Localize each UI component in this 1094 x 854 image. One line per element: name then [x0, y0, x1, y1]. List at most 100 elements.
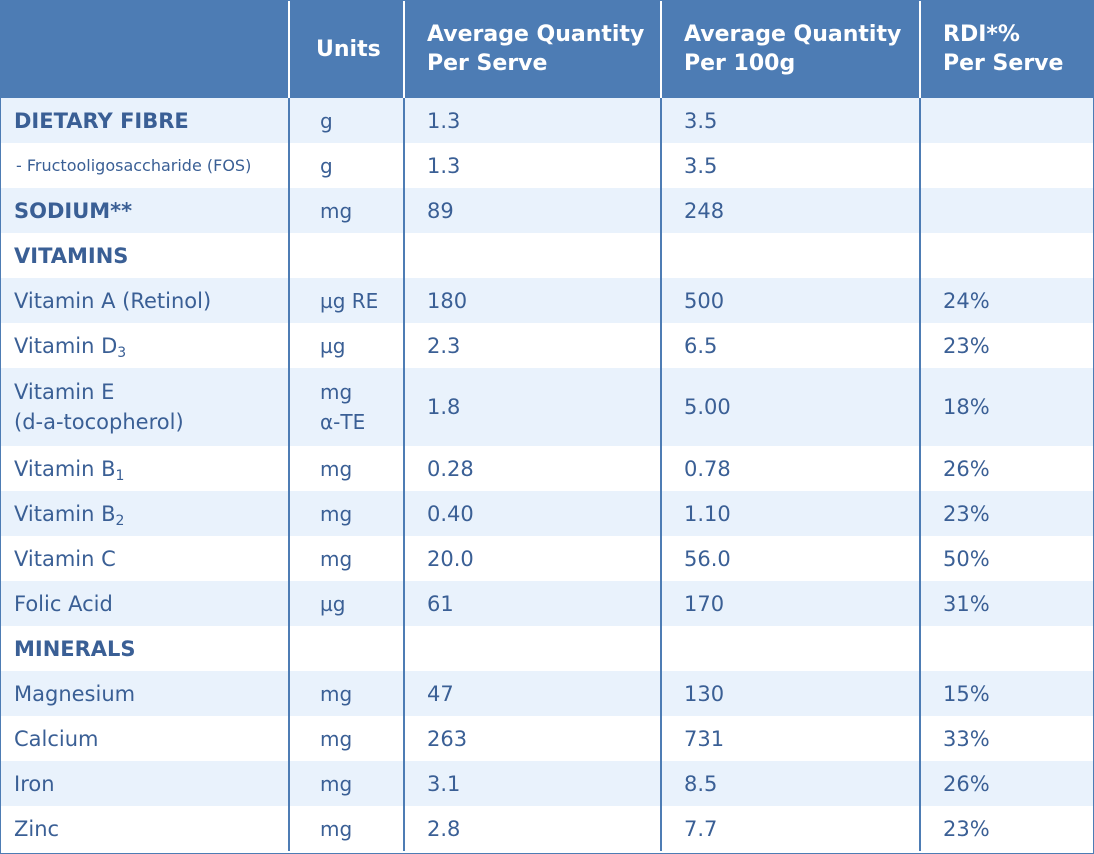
table-row: DIETARY FIBRE g 1.3 3.5	[0, 98, 1094, 143]
row-per-100g: 7.7	[660, 806, 920, 851]
row-per-100g: 8.5	[660, 761, 920, 806]
row-per-serve	[403, 626, 661, 671]
row-per-100g: 5.00	[660, 368, 920, 446]
row-label-text: Vitamin D	[14, 333, 118, 358]
row-per-100g: 3.5	[660, 98, 920, 143]
row-rdi: 50%	[919, 536, 1094, 581]
row-label-subscript: 2	[115, 512, 125, 529]
row-label-text: Vitamin B	[14, 501, 116, 526]
row-label: Iron	[0, 761, 289, 806]
row-per-100g: 170	[660, 581, 920, 626]
row-per-serve: 61	[403, 581, 661, 626]
row-rdi	[919, 143, 1094, 188]
row-per-serve: 1.3	[403, 98, 661, 143]
row-per-100g: 130	[660, 671, 920, 716]
row-rdi: 23%	[919, 323, 1094, 368]
row-per-serve: 20.0	[403, 536, 661, 581]
header-avg-per-100g: Average Quantity Per 100g	[660, 0, 920, 98]
row-rdi: 23%	[919, 491, 1094, 536]
row-per-100g: 56.0	[660, 536, 920, 581]
row-unit: µg	[288, 323, 404, 368]
table-row: Zinc mg 2.8 7.7 23%	[0, 806, 1094, 851]
row-per-serve: 2.3	[403, 323, 661, 368]
row-rdi: 24%	[919, 278, 1094, 323]
row-rdi: 15%	[919, 671, 1094, 716]
row-label: DIETARY FIBRE	[0, 98, 289, 143]
table-row: Vitamin B2 mg 0.40 1.10 23%	[0, 491, 1094, 536]
header-rdi-per-serve: RDI*% Per Serve	[919, 0, 1094, 98]
row-per-100g: 248	[660, 188, 920, 233]
header-row: Units Average Quantity Per Serve Average…	[0, 0, 1094, 98]
row-per-serve: 47	[403, 671, 661, 716]
row-label-subscript: 3	[117, 344, 127, 361]
table-row: Vitamin B1 mg 0.28 0.78 26%	[0, 446, 1094, 491]
row-unit-text: mg	[320, 380, 353, 404]
row-rdi	[919, 233, 1094, 278]
row-per-serve: 3.1	[403, 761, 661, 806]
row-unit: µg	[288, 581, 404, 626]
row-per-serve: 89	[403, 188, 661, 233]
row-per-serve: 263	[403, 716, 661, 761]
row-label: Folic Acid	[0, 581, 289, 626]
row-per-100g	[660, 233, 920, 278]
table-row: - Fructooligosaccharide (FOS) g 1.3 3.5	[0, 143, 1094, 188]
table-row: Vitamin D3 µg 2.3 6.5 23%	[0, 323, 1094, 368]
row-rdi: 26%	[919, 446, 1094, 491]
row-label: Vitamin B1	[0, 446, 289, 491]
header-units: Units	[288, 0, 404, 98]
row-label: Zinc	[0, 806, 289, 851]
row-unit-line2: α-TE	[320, 410, 366, 434]
row-label: Vitamin E (d-a-tocopherol)	[0, 368, 289, 446]
row-per-100g: 6.5	[660, 323, 920, 368]
row-per-100g: 500	[660, 278, 920, 323]
row-label: SODIUM**	[0, 188, 289, 233]
row-rdi: 31%	[919, 581, 1094, 626]
row-rdi: 23%	[919, 806, 1094, 851]
section-heading: MINERALS	[0, 626, 289, 671]
row-unit: mg	[288, 806, 404, 851]
row-label: Vitamin A (Retinol)	[0, 278, 289, 323]
row-per-serve: 180	[403, 278, 661, 323]
row-per-100g: 1.10	[660, 491, 920, 536]
row-per-serve	[403, 233, 661, 278]
row-label-subscript: 1	[115, 467, 125, 484]
table-row: Folic Acid µg 61 170 31%	[0, 581, 1094, 626]
row-unit: g	[288, 98, 404, 143]
table-row: Calcium mg 263 731 33%	[0, 716, 1094, 761]
row-per-100g: 3.5	[660, 143, 920, 188]
row-rdi: 26%	[919, 761, 1094, 806]
header-nutrient	[0, 0, 289, 98]
row-per-serve: 0.28	[403, 446, 661, 491]
row-unit: mg α-TE	[288, 368, 404, 446]
table-row: Vitamin E (d-a-tocopherol) mg α-TE 1.8 5.0…	[0, 368, 1094, 446]
row-per-serve: 2.8	[403, 806, 661, 851]
row-per-100g: 731	[660, 716, 920, 761]
row-unit: mg	[288, 188, 404, 233]
row-per-serve: 1.3	[403, 143, 661, 188]
row-label-text: Vitamin E	[14, 380, 115, 404]
row-rdi: 33%	[919, 716, 1094, 761]
row-unit: µg RE	[288, 278, 404, 323]
row-label: Vitamin B2	[0, 491, 289, 536]
table-row: Vitamin C mg 20.0 56.0 50%	[0, 536, 1094, 581]
table-row: Iron mg 3.1 8.5 26%	[0, 761, 1094, 806]
row-unit	[288, 233, 404, 278]
row-label: Vitamin D3	[0, 323, 289, 368]
row-unit: mg	[288, 671, 404, 716]
section-row: VITAMINS	[0, 233, 1094, 278]
row-per-100g: 0.78	[660, 446, 920, 491]
row-label: - Fructooligosaccharide (FOS)	[0, 143, 289, 188]
row-per-serve: 1.8	[403, 368, 661, 446]
row-unit: mg	[288, 491, 404, 536]
row-unit	[288, 626, 404, 671]
section-row: MINERALS	[0, 626, 1094, 671]
row-label: Vitamin C	[0, 536, 289, 581]
row-unit: mg	[288, 446, 404, 491]
row-unit: mg	[288, 761, 404, 806]
table-row: Vitamin A (Retinol) µg RE 180 500 24%	[0, 278, 1094, 323]
row-rdi: 18%	[919, 368, 1094, 446]
row-per-serve: 0.40	[403, 491, 661, 536]
row-per-100g	[660, 626, 920, 671]
row-unit: mg	[288, 716, 404, 761]
